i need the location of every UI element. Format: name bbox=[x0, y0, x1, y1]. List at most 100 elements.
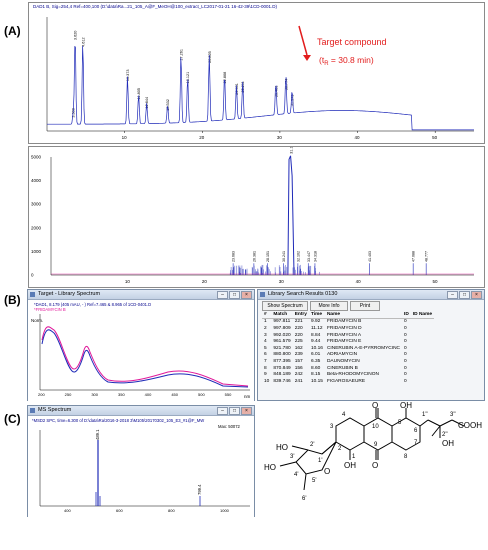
atom-num-4p: 4' bbox=[294, 472, 298, 478]
library-spectrum-title: Target - Library Spectrum bbox=[38, 291, 100, 297]
atom-oh-side: OH bbox=[442, 439, 454, 448]
table-cell: 997.811 bbox=[271, 318, 292, 325]
table-cell: FRIDAMYCIN D bbox=[325, 325, 402, 332]
close-icon[interactable]: × bbox=[471, 291, 482, 299]
uv-trace bbox=[47, 46, 474, 130]
table-cell: 157 bbox=[293, 358, 309, 365]
ring-b bbox=[364, 418, 392, 450]
main-peak-label: 31.150 bbox=[290, 147, 294, 154]
table-cell: 8.60 bbox=[309, 365, 325, 372]
table-cell: 0 bbox=[402, 371, 411, 378]
column-header-5[interactable]: ID bbox=[402, 311, 411, 318]
ms-spectrum-plot: *MSD2 SPC, time=6.300 of D:\data\Ra\2016… bbox=[28, 416, 254, 517]
table-cell: 9.44 bbox=[309, 338, 325, 345]
table-cell: 4 bbox=[262, 338, 271, 345]
table-cell: 8.15 bbox=[309, 371, 325, 378]
peak-label-2: 4.612 bbox=[81, 37, 85, 47]
atom-num-2pp: 2'' bbox=[442, 432, 448, 438]
table-row[interactable]: 5 921.780 162 10.16 CINERUBIN A-E-PYRROMYCIN… bbox=[262, 345, 434, 352]
ms-spectrum-titlebar[interactable]: MS Spectrum – □ × bbox=[28, 406, 254, 416]
table-cell bbox=[411, 365, 434, 372]
small-peak-label-9: 48.777 bbox=[425, 251, 429, 262]
table-cell: 162 bbox=[293, 345, 309, 352]
table-cell: Beta-RHODOMYCINON bbox=[325, 371, 402, 378]
table-row[interactable]: 8 870.849 156 8.60 CINERUBIN B 0 bbox=[262, 365, 434, 372]
spectrum-line2: *FRIDAMYCIN B bbox=[34, 307, 66, 312]
table-cell: 156 bbox=[293, 365, 309, 372]
atom-num-1: 1 bbox=[352, 454, 356, 460]
chemical-structure: O OH COOH OH O OH O HO HO 10 9 5 6 7 8 4… bbox=[258, 402, 486, 547]
table-cell: 239 bbox=[293, 352, 309, 359]
table-cell: FRIDAMYCIN A bbox=[325, 332, 402, 339]
table-cell: 10 bbox=[262, 378, 271, 385]
ms-max: Max: 50072 bbox=[218, 424, 241, 429]
maximize-icon[interactable]: □ bbox=[229, 407, 240, 415]
table-cell: 8.84 bbox=[309, 332, 325, 339]
table-cell: CINERUBIN A-E-PYRROMYCINC bbox=[325, 345, 402, 352]
atom-ho-2: HO bbox=[264, 463, 276, 472]
table-row[interactable]: 10 839.746 241 10.15 FIGAROSAEURE 0 bbox=[262, 378, 434, 385]
library-search-titlebar[interactable]: Library Search Results 0130 – □ × bbox=[258, 290, 484, 300]
target-annotation-rt: (tR = 30.8 min) bbox=[319, 55, 374, 67]
close-icon[interactable]: × bbox=[241, 291, 252, 299]
peak-label-1: 3.620 bbox=[74, 31, 78, 41]
target-arrow-head bbox=[303, 55, 311, 61]
ms-spectrum-title: MS Spectrum bbox=[38, 407, 71, 413]
spectrum-target-trace bbox=[42, 327, 248, 386]
c2-xtick-3: 40 bbox=[356, 279, 362, 284]
table-row[interactable]: 9 848.189 242 8.15 Beta-RHODOMYCINON 0 bbox=[262, 371, 434, 378]
c2-xtick-2: 30 bbox=[279, 279, 285, 284]
maximize-icon[interactable]: □ bbox=[229, 291, 240, 299]
table-row[interactable]: 1 997.811 221 9.92 FRIDAMYCIN B 0 bbox=[262, 318, 434, 325]
ms-peak-1-label: 489.1 bbox=[95, 429, 100, 440]
c2-xtick-4: 50 bbox=[433, 279, 439, 284]
column-header-6[interactable]: ID Name bbox=[411, 311, 434, 318]
table-row[interactable]: 6 880.800 239 6.01 ADRIAMYCIN 0 bbox=[262, 352, 434, 359]
window-app-icon bbox=[30, 408, 35, 413]
table-cell: 0 bbox=[402, 338, 411, 345]
column-header-2[interactable]: Entry bbox=[293, 311, 309, 318]
close-icon[interactable]: × bbox=[241, 407, 252, 415]
table-cell: 0 bbox=[402, 345, 411, 352]
column-header-0[interactable]: # bbox=[262, 311, 271, 318]
table-cell: 1 bbox=[262, 318, 271, 325]
small-peak-label-8: 47.088 bbox=[412, 251, 416, 262]
minimize-icon[interactable]: – bbox=[217, 291, 228, 299]
table-cell: 220 bbox=[293, 332, 309, 339]
ms-xtick-2: 800 bbox=[168, 508, 175, 513]
chromatogram-uv: DAD1 B, Sig=254,4 Ref=400,100 (D:\data\R… bbox=[28, 2, 485, 144]
c2-xtick-0: 10 bbox=[125, 279, 131, 284]
maximize-icon[interactable]: □ bbox=[459, 291, 470, 299]
column-header-1[interactable]: Match bbox=[271, 311, 292, 318]
atom-num-1pp: 1'' bbox=[422, 412, 428, 418]
table-cell: 0 bbox=[402, 365, 411, 372]
table-row[interactable]: 4 961.579 225 9.44 FRIDAMYCIN E 0 bbox=[262, 338, 434, 345]
table-cell: 921.780 bbox=[271, 345, 292, 352]
table-cell bbox=[411, 378, 434, 385]
minimize-icon[interactable]: – bbox=[447, 291, 458, 299]
column-header-3[interactable]: Time bbox=[309, 311, 325, 318]
table-cell: 10.15 bbox=[309, 378, 325, 385]
table-cell: 2 bbox=[262, 325, 271, 332]
table-row[interactable]: 2 997.809 220 11.12 FRIDAMYCIN D 0 bbox=[262, 325, 434, 332]
table-row[interactable]: 3 992.020 220 8.84 FRIDAMYCIN A 0 bbox=[262, 332, 434, 339]
show-spectrum-button[interactable]: Show Spectrum bbox=[262, 301, 308, 311]
atom-num-6: 6 bbox=[414, 428, 418, 434]
atom-o-bottom: O bbox=[372, 461, 378, 470]
library-spectrum-titlebar[interactable]: Target - Library Spectrum – □ × bbox=[28, 290, 254, 300]
small-peak-label-3: 30.241 bbox=[282, 251, 286, 262]
c2-ytick-5: 0 bbox=[31, 273, 34, 278]
minimize-icon[interactable]: – bbox=[217, 407, 228, 415]
more-info-button[interactable]: More Info bbox=[310, 301, 348, 311]
table-cell: 11.12 bbox=[309, 325, 325, 332]
c2-ytick-0: 5000 bbox=[31, 155, 42, 160]
ms-xtick-1: 600 bbox=[116, 508, 123, 513]
ms-main-peak bbox=[288, 156, 294, 275]
column-header-4[interactable]: Name bbox=[325, 311, 402, 318]
window-app-icon bbox=[30, 292, 35, 297]
atom-num-3: 3 bbox=[330, 424, 334, 430]
print-button[interactable]: Print bbox=[350, 301, 380, 311]
uv-spectrum-plot: *DAD1, 8.179 (405 mAU, - ) Ref=7.465 & 8… bbox=[28, 300, 254, 401]
table-row[interactable]: 7 877.395 157 6.35 DAUNOMYCIN 0 bbox=[262, 358, 434, 365]
chromatogram-uv-plot: 3.3803.6204.61210.37311.80512.844 15.5321… bbox=[29, 3, 484, 143]
